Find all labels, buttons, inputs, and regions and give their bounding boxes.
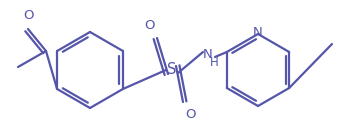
- Text: O: O: [185, 108, 195, 121]
- Text: H: H: [210, 55, 218, 69]
- Text: S: S: [167, 62, 177, 77]
- Text: N: N: [253, 27, 263, 39]
- Text: O: O: [23, 9, 33, 22]
- Text: N: N: [203, 48, 213, 60]
- Text: O: O: [145, 19, 155, 32]
